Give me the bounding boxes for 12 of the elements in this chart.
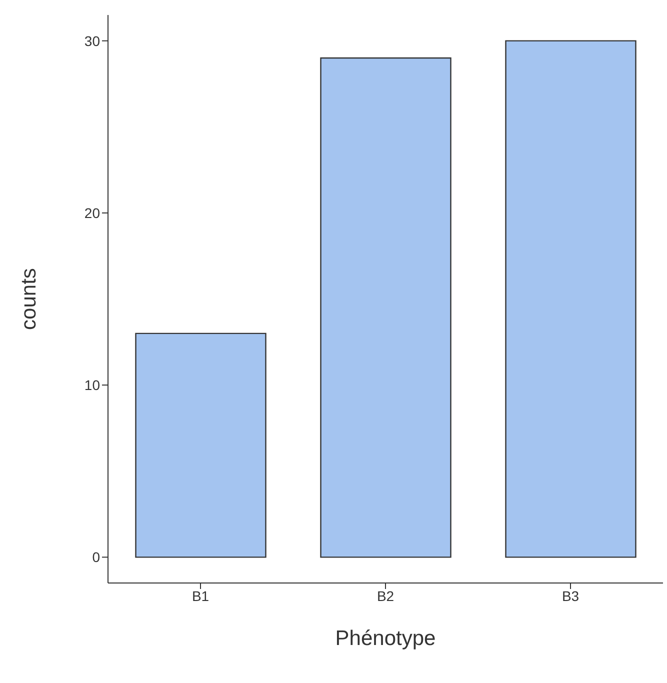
bar [135, 332, 266, 558]
x-axis-title: Phénotype [335, 627, 436, 650]
y-tick-label: 20 [84, 204, 100, 221]
x-tick-label: B3 [562, 588, 580, 604]
x-tick-label: B1 [192, 588, 210, 604]
y-tick-label: 30 [84, 32, 100, 49]
bar [505, 40, 636, 558]
y-axis-title: counts [17, 268, 40, 330]
bar [320, 57, 452, 558]
y-tick-label: 10 [84, 377, 100, 394]
x-tick-label: B2 [376, 588, 394, 604]
y-tick-label: 0 [92, 549, 100, 566]
